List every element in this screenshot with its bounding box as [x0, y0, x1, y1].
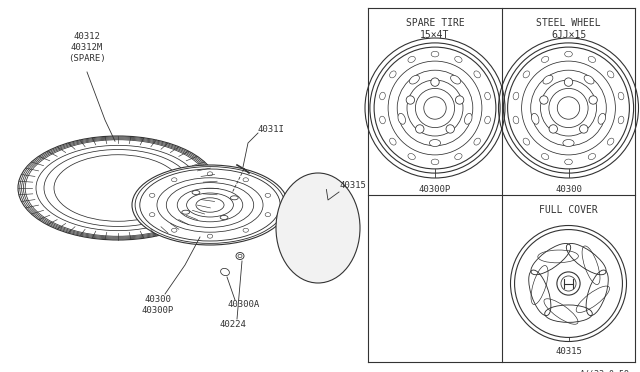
Ellipse shape [220, 215, 228, 219]
Ellipse shape [429, 140, 440, 147]
Ellipse shape [541, 154, 548, 160]
Ellipse shape [598, 113, 605, 124]
Ellipse shape [398, 113, 406, 124]
Ellipse shape [410, 76, 419, 84]
Ellipse shape [207, 172, 212, 176]
Ellipse shape [207, 234, 212, 238]
Circle shape [561, 276, 576, 291]
Ellipse shape [265, 213, 271, 217]
Ellipse shape [172, 178, 177, 182]
Ellipse shape [276, 173, 360, 283]
Ellipse shape [588, 57, 596, 62]
Ellipse shape [451, 76, 461, 84]
Ellipse shape [543, 76, 553, 84]
Text: A/(33×0.59: A/(33×0.59 [580, 370, 630, 372]
Circle shape [589, 96, 597, 104]
Ellipse shape [182, 210, 189, 214]
Ellipse shape [149, 213, 155, 217]
Ellipse shape [523, 71, 530, 78]
Text: 40300P: 40300P [419, 185, 451, 193]
Circle shape [580, 125, 588, 133]
Ellipse shape [265, 193, 271, 198]
Text: 40224: 40224 [220, 320, 246, 329]
Circle shape [456, 96, 464, 104]
Ellipse shape [408, 154, 415, 160]
Text: 40300: 40300 [555, 185, 582, 193]
Ellipse shape [618, 116, 624, 124]
Circle shape [446, 125, 454, 133]
Text: 15×4T: 15×4T [420, 30, 450, 40]
Circle shape [540, 96, 548, 104]
Ellipse shape [474, 71, 481, 78]
Ellipse shape [221, 268, 229, 276]
Ellipse shape [390, 71, 396, 78]
Text: SPARE TIRE: SPARE TIRE [406, 18, 465, 28]
Circle shape [549, 125, 557, 133]
Text: 40315: 40315 [555, 347, 582, 356]
Ellipse shape [390, 138, 396, 145]
Text: 40312
40312M
(SPARE): 40312 40312M (SPARE) [68, 32, 106, 63]
Ellipse shape [431, 51, 439, 57]
Text: 4031I: 4031I [258, 125, 285, 135]
Circle shape [415, 125, 424, 133]
Ellipse shape [454, 57, 462, 62]
Ellipse shape [607, 71, 614, 78]
Ellipse shape [618, 92, 624, 100]
Ellipse shape [584, 76, 594, 84]
Ellipse shape [243, 228, 248, 232]
Text: 6JJ×15: 6JJ×15 [551, 30, 586, 40]
Text: STEEL WHEEL: STEEL WHEEL [536, 18, 601, 28]
Circle shape [431, 78, 439, 86]
Ellipse shape [523, 138, 530, 145]
Text: FULL COVER: FULL COVER [539, 205, 598, 215]
Circle shape [557, 272, 580, 295]
Ellipse shape [236, 253, 244, 260]
Ellipse shape [172, 228, 177, 232]
Ellipse shape [513, 116, 519, 124]
Text: 40300
40300P: 40300 40300P [142, 295, 174, 315]
Ellipse shape [408, 57, 415, 62]
Ellipse shape [454, 154, 462, 160]
Ellipse shape [588, 154, 596, 160]
Ellipse shape [607, 138, 614, 145]
Ellipse shape [431, 159, 439, 165]
Ellipse shape [564, 51, 572, 57]
Ellipse shape [380, 116, 385, 124]
Text: 40315: 40315 [340, 180, 367, 189]
Ellipse shape [238, 254, 242, 258]
Ellipse shape [192, 190, 200, 195]
Ellipse shape [531, 113, 539, 124]
Ellipse shape [484, 116, 490, 124]
Ellipse shape [513, 92, 519, 100]
Ellipse shape [563, 140, 574, 147]
Ellipse shape [132, 165, 288, 245]
Ellipse shape [243, 178, 248, 182]
Circle shape [406, 96, 415, 104]
Ellipse shape [380, 92, 385, 100]
Circle shape [564, 78, 573, 86]
Ellipse shape [149, 193, 155, 198]
Ellipse shape [564, 159, 572, 165]
Text: 40300A: 40300A [228, 300, 260, 309]
Ellipse shape [541, 57, 548, 62]
Ellipse shape [484, 92, 490, 100]
Ellipse shape [230, 196, 238, 200]
Ellipse shape [465, 113, 472, 124]
Ellipse shape [474, 138, 481, 145]
